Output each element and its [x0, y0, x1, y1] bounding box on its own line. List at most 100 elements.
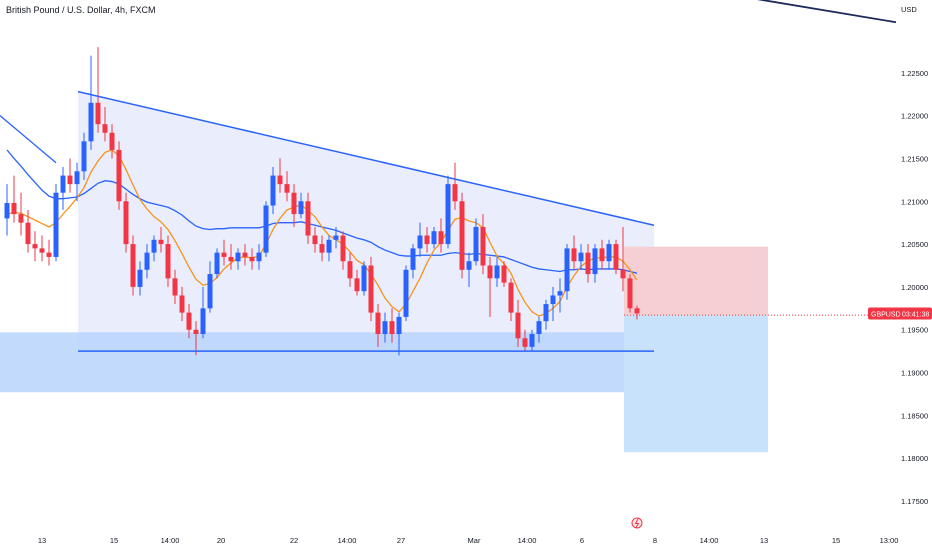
candle-body — [172, 278, 178, 296]
y-tick-label: 1.21500 — [901, 154, 928, 163]
axis-currency: USD — [901, 5, 917, 14]
y-tick-label: 1.22500 — [901, 69, 928, 78]
candle-body — [32, 244, 38, 249]
candle-body — [382, 321, 388, 335]
candle-body — [515, 312, 521, 339]
candle-body — [403, 269, 409, 317]
candle-body — [438, 231, 444, 245]
candle-body — [235, 252, 241, 262]
candle-body — [186, 312, 192, 330]
candle-body — [410, 248, 416, 270]
candle-body — [529, 334, 535, 347]
candle-body — [270, 175, 276, 206]
candle-body — [452, 184, 458, 202]
x-tick-label: 14:00 — [338, 536, 357, 545]
candle-body — [109, 132, 115, 150]
candle-body — [368, 265, 374, 313]
candle-body — [291, 192, 297, 215]
y-tick-label: 1.20500 — [901, 240, 928, 249]
x-tick-label: 15 — [110, 536, 118, 545]
price-tag-countdown: 03:41:38 — [902, 311, 929, 318]
candle-body — [333, 235, 339, 240]
x-tick-label: 8 — [653, 536, 657, 545]
x-tick-label: 14:00 — [161, 536, 180, 545]
drawing-zones — [0, 91, 768, 453]
x-tick-label: 20 — [217, 536, 225, 545]
candle-body — [221, 252, 227, 257]
candle-body — [585, 252, 591, 275]
candle-body — [361, 265, 367, 292]
y-tick-label: 1.21000 — [901, 197, 928, 206]
candle-body — [375, 312, 381, 335]
triangle-pattern-zone — [78, 91, 654, 352]
candle-body — [207, 274, 213, 309]
candle-body — [228, 256, 234, 262]
candle-body — [312, 235, 318, 245]
candle-body — [424, 235, 430, 245]
y-tick-label: 1.19000 — [901, 369, 928, 378]
candle-body — [88, 102, 94, 142]
candle-body — [620, 269, 626, 279]
candle-body — [25, 222, 31, 245]
candle-body — [242, 252, 248, 257]
candle-body — [487, 265, 493, 279]
candle-body — [39, 248, 45, 253]
candle-body — [137, 269, 143, 287]
candle-body — [571, 248, 577, 262]
candle-body — [123, 201, 129, 245]
candle-body — [613, 244, 619, 270]
candle-body — [4, 202, 10, 219]
candle-body — [508, 282, 514, 313]
x-tick-label: 14:00 — [518, 536, 537, 545]
lightning-icon — [634, 518, 640, 528]
stop-loss-zone — [624, 246, 768, 316]
candle-body — [263, 205, 269, 253]
drawing-lines — [0, 0, 897, 352]
candle-body — [116, 149, 122, 202]
candle-body — [396, 316, 402, 335]
candle-body — [557, 291, 563, 296]
candle-body — [151, 239, 157, 253]
candle-body — [18, 214, 24, 223]
candles — [4, 47, 640, 356]
price-tag-symbol: GBPUSD — [871, 311, 901, 318]
candle-body — [179, 295, 185, 313]
candle-body — [277, 175, 283, 185]
candle-body — [417, 235, 423, 249]
candle-body — [473, 226, 479, 262]
candle-body — [298, 201, 304, 215]
candle-body — [165, 244, 171, 279]
candle-body — [249, 256, 255, 262]
x-tick-label: 15 — [832, 536, 840, 545]
candle-body — [550, 295, 556, 305]
candle-body — [599, 248, 605, 262]
candle-body — [536, 321, 542, 335]
candle-body — [214, 252, 220, 275]
candle-body — [627, 278, 633, 309]
candle-body — [305, 201, 311, 236]
axes: USD 1.22500 1.22000 1.21500 1.21000 1.20500 1.… — [38, 5, 932, 545]
candle-body — [200, 308, 206, 335]
y-tick-label: 1.20000 — [901, 283, 928, 292]
candle-body — [578, 252, 584, 262]
candle-body — [284, 184, 290, 193]
candle-body — [431, 231, 437, 245]
candle-body — [592, 248, 598, 275]
upper-trendline — [77, 90, 655, 226]
candle-body — [53, 192, 59, 257]
x-tick-label: 13 — [38, 536, 46, 545]
candle-body — [459, 201, 465, 270]
price-tag — [868, 307, 932, 320]
candle-body — [522, 338, 528, 347]
candle-body — [606, 244, 612, 262]
candle-body — [501, 265, 507, 283]
candle-body — [193, 329, 199, 335]
support-zone — [0, 332, 654, 393]
take-profit-zone — [624, 315, 768, 453]
candle-body — [81, 141, 87, 172]
candle-body — [67, 175, 73, 185]
candle-body — [46, 252, 52, 257]
candle-body — [543, 304, 549, 322]
candle-body — [494, 265, 500, 279]
